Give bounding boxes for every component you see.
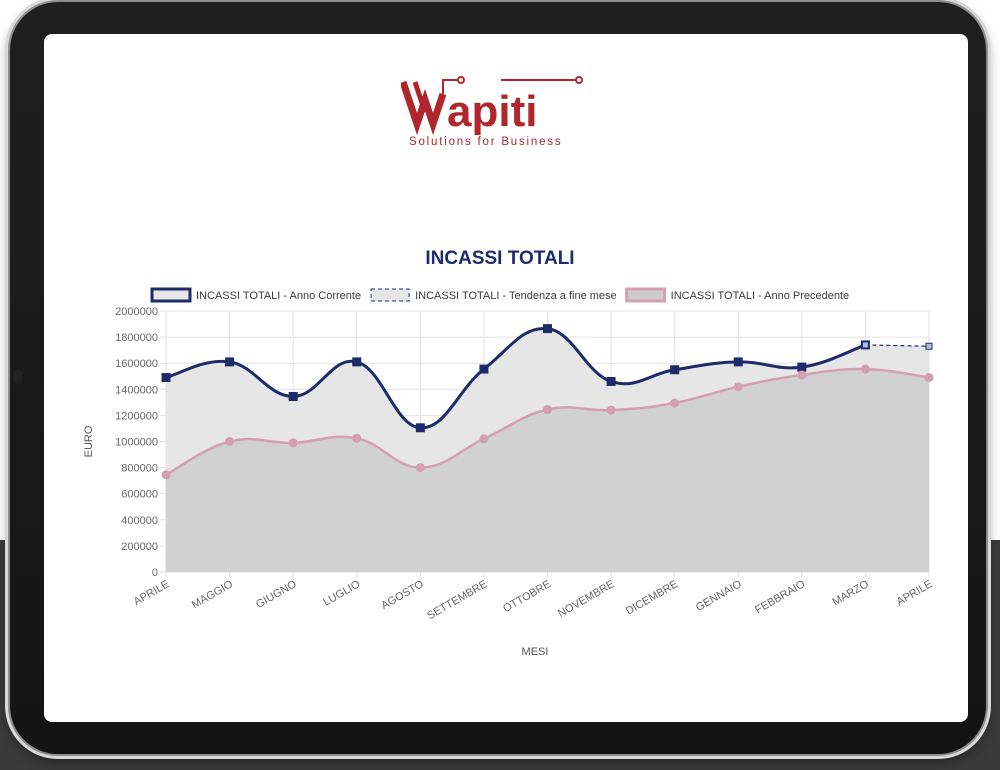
data-point-circle (352, 433, 362, 443)
legend-swatch (370, 288, 410, 302)
data-point-circle (924, 373, 934, 383)
chart-legend: INCASSI TOTALI - Anno Corrente INCASSI TO… (150, 287, 850, 303)
logo-tagline: Solutions for Business (409, 136, 562, 148)
chart-markers (161, 324, 934, 480)
line-chart: INCASSI TOTALI INCASSI TOTALI - Anno Cor… (83, 248, 935, 658)
y-tick-label: 200000 (121, 541, 158, 553)
legend-swatch (625, 287, 667, 303)
legend-label: INCASSI TOTALI - Anno Precedente (671, 290, 850, 302)
x-tick-label: MARZO (831, 578, 872, 608)
x-tick-label: DICEMBRE (624, 578, 680, 617)
y-tick-label: 1400000 (115, 384, 158, 396)
x-tick-label: LUGLIO (321, 578, 362, 609)
logo-w-inner-stroke (412, 81, 428, 113)
y-tick-label: 1800000 (115, 332, 158, 344)
data-point-circle (670, 398, 680, 408)
data-point-square (925, 342, 933, 350)
logo-wordmark: apiti (447, 87, 537, 136)
series-line (865, 344, 930, 347)
logo-w-mark (401, 80, 447, 136)
data-point-circle (797, 370, 807, 380)
logo-circuit-line (442, 79, 461, 94)
data-point-square (415, 423, 425, 433)
x-tick-label: OTTOBRE (501, 578, 553, 615)
y-tick-label: 400000 (121, 515, 158, 527)
y-axis-title: EURO (83, 425, 95, 457)
data-point-square (225, 357, 235, 367)
y-tick-label: 600000 (121, 489, 158, 501)
x-tick-label: FEBBRAIO (753, 578, 808, 616)
data-point-circle (415, 463, 425, 473)
x-axis-title: MESI (522, 646, 549, 658)
y-tick-label: 1000000 (115, 437, 158, 449)
logo-circuit-node-2 (575, 76, 583, 84)
data-point-square (543, 324, 552, 334)
data-point-square (861, 341, 869, 349)
data-point-circle (225, 437, 235, 446)
data-point-circle (733, 382, 743, 392)
data-point-square (606, 376, 616, 386)
data-point-square (797, 362, 807, 372)
data-point-square (479, 364, 489, 374)
data-point-square (161, 373, 171, 383)
x-tick-label: AGOSTO (379, 578, 426, 612)
x-tick-label: SETTEMBRE (425, 578, 489, 622)
data-point-circle (860, 364, 870, 374)
y-tick-label: 1600000 (115, 358, 158, 370)
legend-swatch (150, 287, 192, 303)
logo-circuit-node (457, 76, 465, 84)
data-point-square (288, 391, 298, 401)
x-tick-label: APRILE (132, 578, 172, 608)
x-tick-label: GENNAIO (694, 578, 744, 614)
y-tick-label: 1200000 (115, 410, 158, 422)
x-tick-label: GIUGNO (254, 578, 299, 611)
legend-label: INCASSI TOTALI - Anno Corrente (196, 290, 361, 302)
y-tick-label: 800000 (121, 463, 158, 475)
wapiti-logo: apiti Solutions for Business (401, 76, 583, 148)
tablet-frame: apiti Solutions for Business INCASSI TOT… (10, 2, 986, 754)
tablet-side-button (14, 370, 22, 384)
data-point-circle (288, 438, 298, 448)
data-point-circle (479, 434, 489, 444)
series-area-fill (166, 369, 929, 572)
data-point-circle (161, 470, 171, 480)
brand-logo: apiti Solutions for Business (44, 74, 968, 164)
data-point-square (733, 357, 743, 367)
chart-area-fills (166, 328, 929, 572)
x-tick-label: APRILE (895, 578, 935, 608)
tablet-screen: apiti Solutions for Business INCASSI TOT… (44, 34, 968, 722)
data-point-circle (543, 405, 552, 415)
x-tick-label: NOVEMBRE (556, 578, 617, 620)
chart-title: INCASSI TOTALI (425, 248, 574, 269)
y-tick-label: 0 (152, 567, 158, 579)
chart-container: INCASSI TOTALI INCASSI TOTALI - Anno Cor… (44, 34, 968, 722)
data-point-circle (606, 405, 616, 415)
y-tick-label: 2000000 (115, 306, 158, 318)
data-point-square (352, 357, 362, 367)
data-point-square (670, 365, 680, 375)
x-tick-label: MAGGIO (190, 578, 236, 611)
legend-label: INCASSI TOTALI - Tendenza a fine mese (415, 290, 617, 302)
